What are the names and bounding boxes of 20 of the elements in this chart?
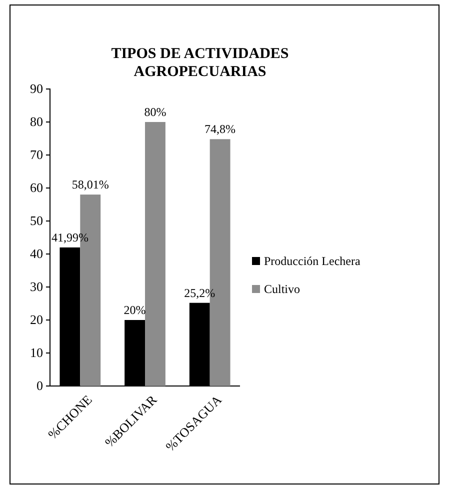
data-label: 58,01% xyxy=(72,178,109,192)
y-tick-label: 70 xyxy=(30,147,43,162)
chart-title: TIPOS DE ACTIVIDADES AGROPECUARIAS xyxy=(111,46,289,80)
legend-label: Cultivo xyxy=(264,282,300,296)
y-tick-label: 20 xyxy=(30,312,43,328)
y-tick-label: 30 xyxy=(30,279,43,294)
y-tick-label: 40 xyxy=(30,246,43,262)
data-label: 74,8% xyxy=(204,122,236,136)
bar xyxy=(145,122,166,386)
y-tick-label: 90 xyxy=(30,81,43,96)
data-label: 41,99% xyxy=(51,230,88,244)
legend-label: Producción Lechera xyxy=(264,254,361,268)
data-label: 20% xyxy=(124,303,146,317)
y-tick-label: 60 xyxy=(30,180,43,196)
data-label: 80% xyxy=(144,105,166,119)
y-tick-label: 10 xyxy=(30,345,43,360)
data-label: 25,2% xyxy=(184,286,216,300)
y-tick-label: 0 xyxy=(36,378,43,394)
y-tick-label: 80 xyxy=(30,114,43,130)
y-tick-label: 50 xyxy=(30,213,43,228)
